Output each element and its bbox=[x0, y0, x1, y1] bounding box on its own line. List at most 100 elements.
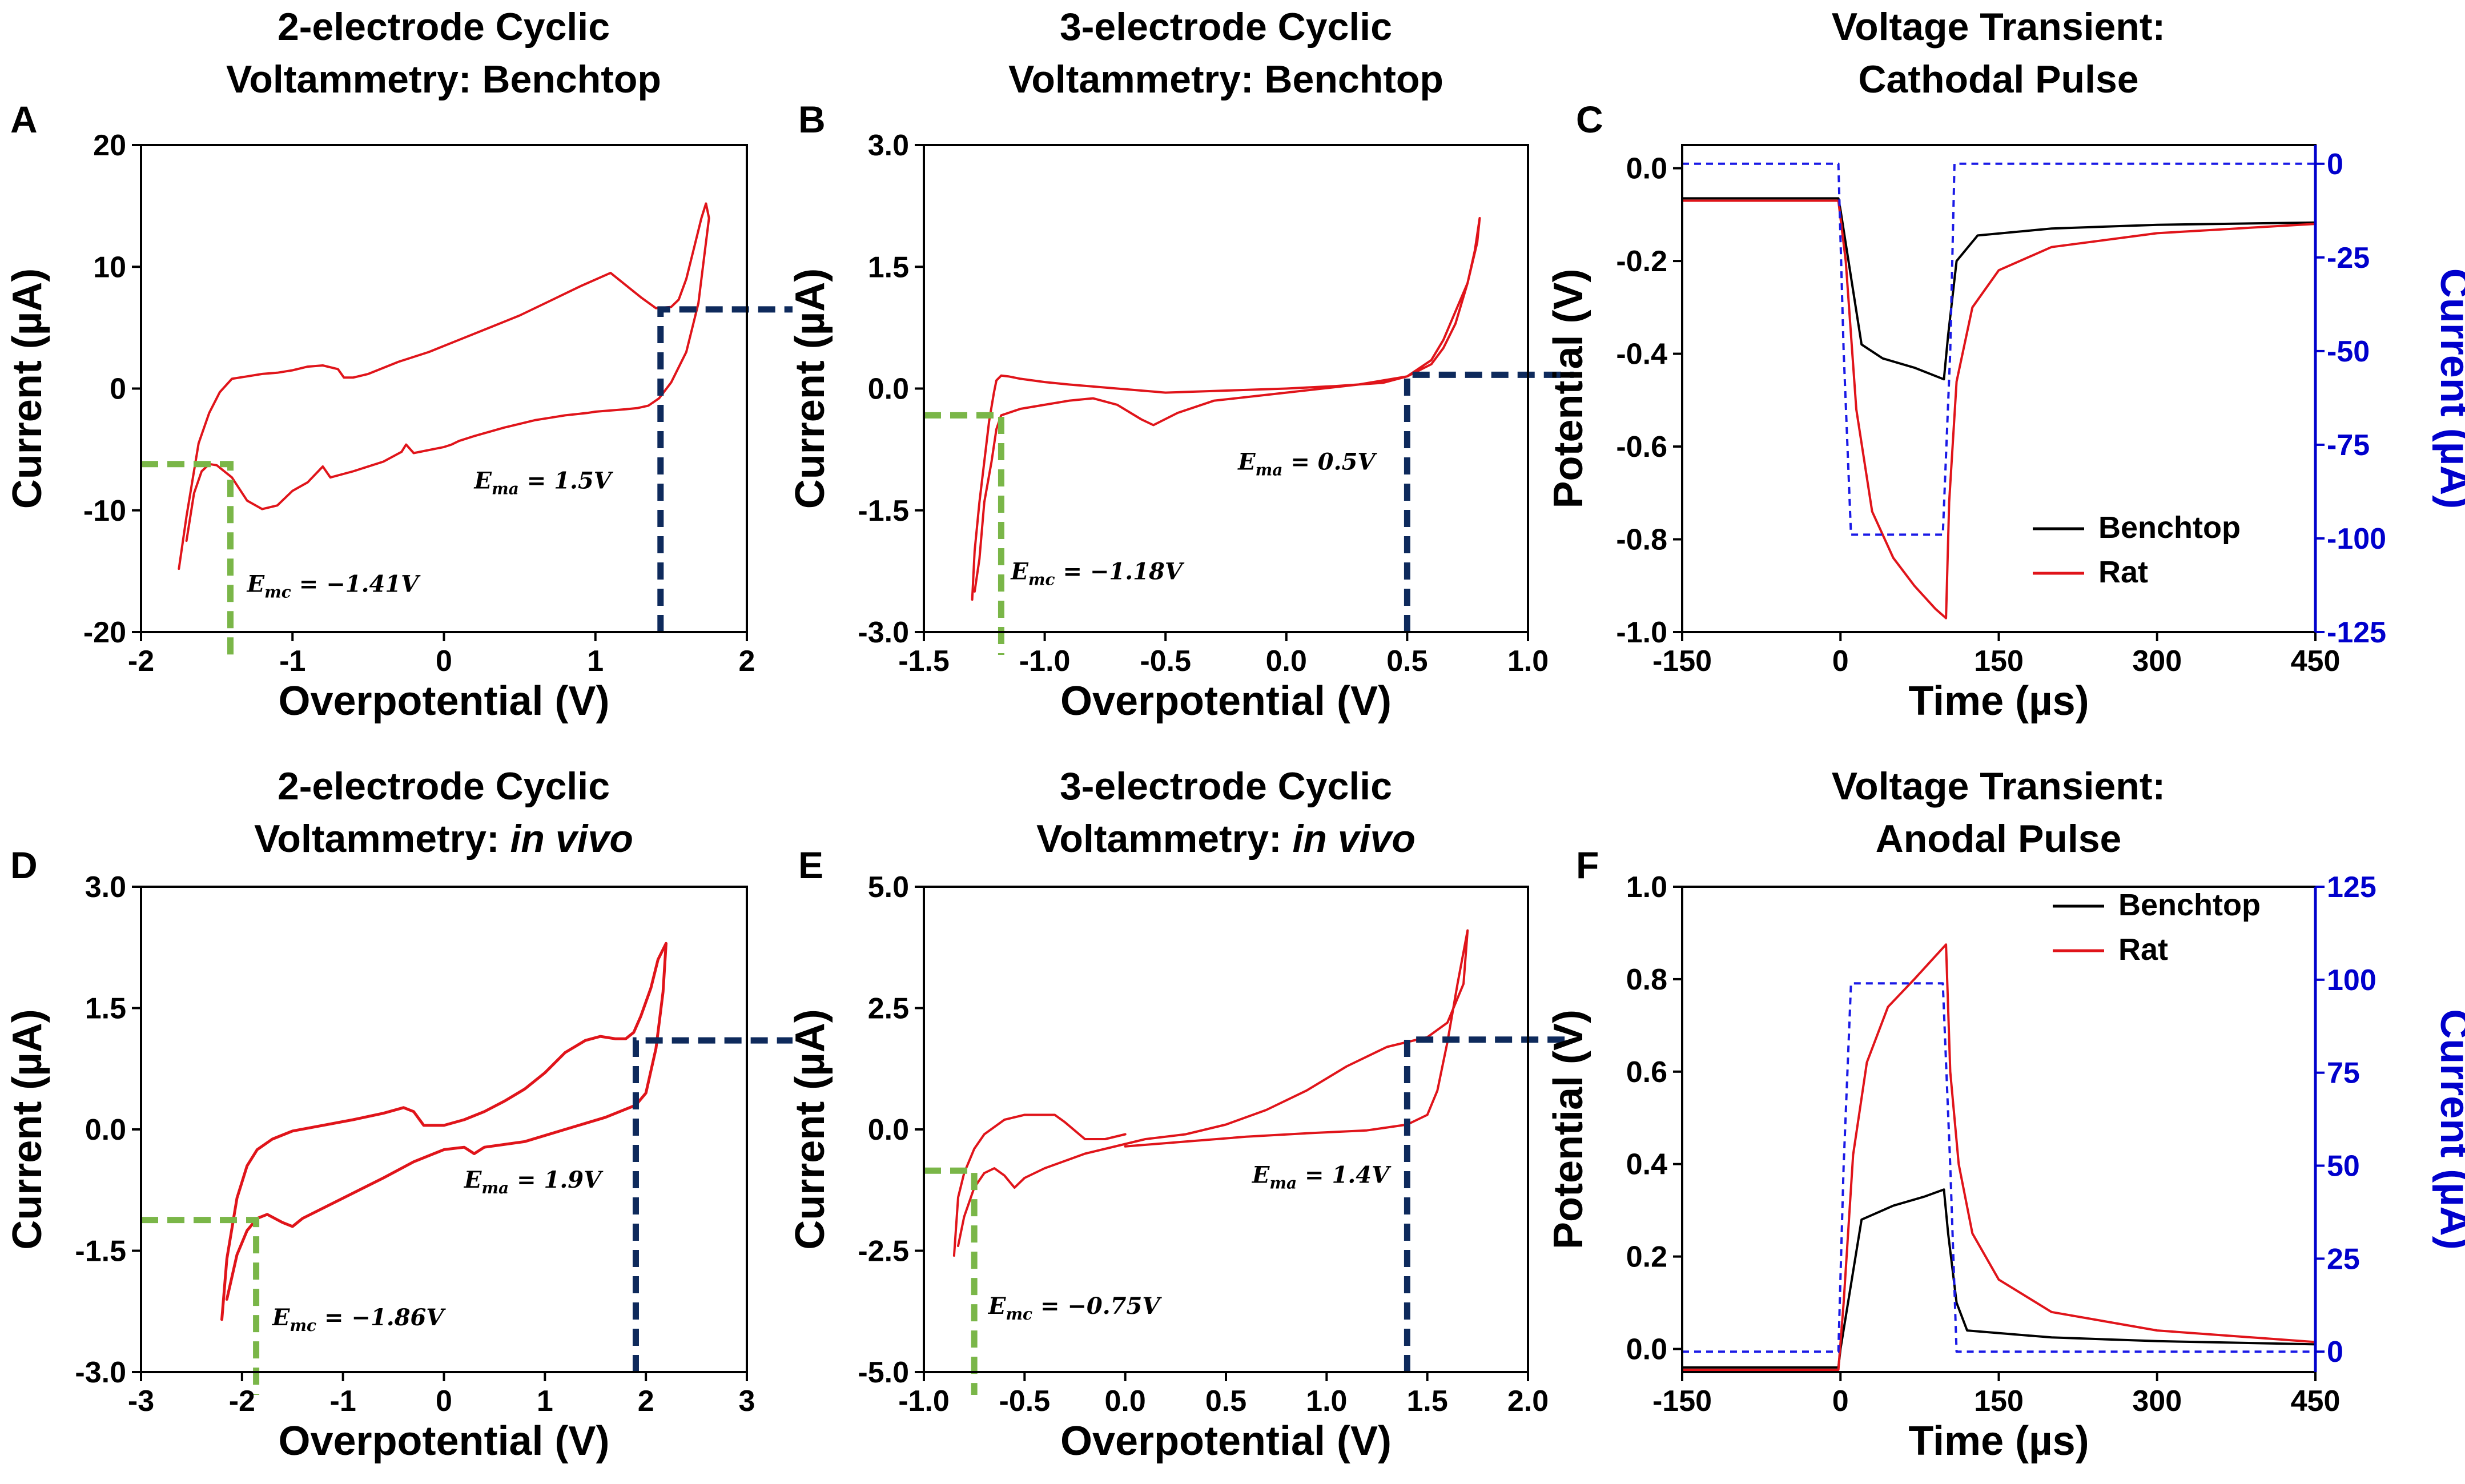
panel-letter: E bbox=[798, 844, 823, 886]
y-tick-label: 5.0 bbox=[868, 871, 909, 904]
x-tick-label: 2 bbox=[739, 645, 755, 678]
y2-axis-label: Current (µA) bbox=[2432, 268, 2465, 509]
x-tick-label: 0 bbox=[436, 1385, 452, 1418]
legend-label: Benchtop bbox=[2118, 888, 2261, 922]
y-tick-label: 20 bbox=[93, 129, 126, 162]
x-tick-label: 150 bbox=[1974, 1385, 2024, 1418]
y-tick-label: -2.5 bbox=[858, 1235, 909, 1268]
panel-F: Voltage Transient: Anodal Pulse F -150 0 150 3… bbox=[1546, 765, 2465, 1464]
panel-E-series bbox=[952, 929, 1469, 1257]
y-tick-label: 1.5 bbox=[85, 992, 126, 1025]
series-cv bbox=[971, 217, 1481, 601]
panel-C-series bbox=[1682, 162, 2315, 620]
panel-A-title-line: 2-electrode Cyclic bbox=[278, 5, 610, 49]
cathodic-onset-label: Emc = −0.75V bbox=[988, 1293, 1162, 1324]
y2-tick-label: -50 bbox=[2327, 335, 2370, 368]
x-tick-label: 0.5 bbox=[1386, 645, 1427, 678]
y-axis-label: Potential (V) bbox=[1546, 268, 1591, 508]
series-cv-forward bbox=[952, 1113, 1127, 1257]
x-tick-label: 2 bbox=[638, 1385, 654, 1418]
series-current bbox=[1682, 982, 2315, 1353]
panel-D-title-line: 2-electrode Cyclic bbox=[278, 765, 610, 808]
x-tick-label: -1.5 bbox=[898, 645, 950, 678]
y-axis-label: Potential (V) bbox=[1546, 1010, 1591, 1249]
y2-tick-label: 100 bbox=[2327, 964, 2376, 997]
x-tick-label: -150 bbox=[1652, 1385, 1712, 1418]
legend-label: Rat bbox=[2098, 555, 2148, 589]
y-tick-label: 0.4 bbox=[1626, 1148, 1667, 1181]
y-tick-label: 2.5 bbox=[868, 992, 909, 1025]
panel-B-title-line: Voltammetry: Benchtop bbox=[1008, 58, 1443, 101]
y-tick-label: 0 bbox=[110, 373, 126, 406]
y-tick-label: -3.0 bbox=[75, 1356, 126, 1389]
y-tick-label: -1.0 bbox=[1616, 616, 1667, 649]
panel-D-title-line: Voltammetry: in vivo bbox=[254, 817, 633, 860]
y-axis-label: Current (µA) bbox=[787, 268, 833, 509]
y-tick-label: 10 bbox=[93, 251, 126, 284]
anodic-onset-marker: Ema = 0.5V bbox=[1237, 371, 1574, 632]
x-axis-label: Overpotential (V) bbox=[1060, 678, 1392, 724]
y2-tick-label: 0 bbox=[2327, 148, 2343, 181]
panel-A-title-line: Voltammetry: Benchtop bbox=[226, 58, 661, 101]
series-rat bbox=[1682, 943, 2315, 1371]
x-tick-label: 450 bbox=[2291, 645, 2341, 678]
anodic-onset-label: Ema = 1.5V bbox=[474, 467, 614, 498]
x-axis-label: Time (µs) bbox=[1908, 678, 2089, 724]
x-tick-label: 1.0 bbox=[1306, 1385, 1347, 1418]
x-tick-label: 300 bbox=[2132, 1385, 2182, 1418]
legend-label: Rat bbox=[2118, 932, 2168, 967]
panel-D-series bbox=[220, 942, 667, 1321]
x-axis-label: Time (µs) bbox=[1908, 1418, 2089, 1464]
y2-tick-label: -25 bbox=[2327, 242, 2370, 275]
panel-F-title-line: Anodal Pulse bbox=[1876, 817, 2122, 860]
x-tick-label: 0.0 bbox=[1105, 1385, 1146, 1418]
legend: Benchtop Rat bbox=[2033, 510, 2241, 589]
anodic-onset-marker: Ema = 1.5V bbox=[474, 306, 793, 632]
x-tick-label: -3 bbox=[128, 1385, 154, 1418]
y-tick-label: -1.5 bbox=[858, 494, 909, 528]
x-tick-label: 2.0 bbox=[1507, 1385, 1549, 1418]
cathodic-onset-label: Emc = −1.41V bbox=[247, 571, 421, 602]
x-tick-label: 1.5 bbox=[1407, 1385, 1448, 1418]
panel-D: 2-electrode Cyclic Voltammetry: in vivo D E… bbox=[5, 765, 793, 1464]
cathodic-onset-marker: Emc = −1.18V bbox=[924, 412, 1185, 655]
panel-B: 3-electrode Cyclic Voltammetry: Benchtop B… bbox=[787, 5, 1574, 724]
anodic-onset-marker: Ema = 1.9V bbox=[464, 1037, 793, 1372]
x-axis-label: Overpotential (V) bbox=[278, 678, 609, 724]
series-benchtop bbox=[1682, 197, 2315, 381]
x-tick-label: -150 bbox=[1652, 645, 1712, 678]
y-tick-label: -20 bbox=[83, 616, 126, 649]
panel-letter: D bbox=[10, 844, 38, 886]
y-tick-label: 0.0 bbox=[85, 1113, 126, 1147]
x-tick-label: 0 bbox=[1832, 1385, 1849, 1418]
y-tick-label: -10 bbox=[83, 494, 126, 528]
x-tick-label: -2 bbox=[229, 1385, 255, 1418]
panel-letter: F bbox=[1576, 844, 1599, 886]
panel-F-title-line: Voltage Transient: bbox=[1832, 765, 2165, 808]
x-tick-label: 3 bbox=[739, 1385, 755, 1418]
y2-tick-label: -125 bbox=[2327, 616, 2386, 649]
y-tick-label: -1.5 bbox=[75, 1235, 126, 1268]
panel-letter: A bbox=[10, 98, 38, 140]
x-tick-label: 0.5 bbox=[1205, 1385, 1246, 1418]
x-tick-label: 0.0 bbox=[1266, 645, 1307, 678]
cathodic-onset-marker: Emc = −1.86V bbox=[141, 1217, 446, 1395]
series-rat bbox=[1682, 199, 2315, 620]
panel-E-title-line: Voltammetry: in vivo bbox=[1036, 817, 1416, 860]
y-tick-label: 0.0 bbox=[868, 1113, 909, 1147]
y-tick-label: -0.2 bbox=[1616, 245, 1667, 278]
panel-C-title-line: Voltage Transient: bbox=[1832, 5, 2165, 49]
y-tick-label: -3.0 bbox=[858, 616, 909, 649]
x-axis-label: Overpotential (V) bbox=[1060, 1418, 1392, 1464]
y-tick-label: 0.2 bbox=[1626, 1241, 1667, 1274]
series-current bbox=[1682, 162, 2315, 536]
y-axis-label: Current (µA) bbox=[5, 1009, 50, 1249]
y-axis-label: Current (µA) bbox=[787, 1009, 833, 1249]
x-tick-label: 0 bbox=[436, 645, 452, 678]
cathodic-onset-marker: Emc = −0.75V bbox=[924, 1167, 1162, 1395]
series-cv bbox=[178, 202, 710, 570]
y-tick-label: 3.0 bbox=[85, 871, 126, 904]
y2-tick-label: 50 bbox=[2327, 1150, 2360, 1183]
panel-B-series bbox=[971, 217, 1481, 601]
